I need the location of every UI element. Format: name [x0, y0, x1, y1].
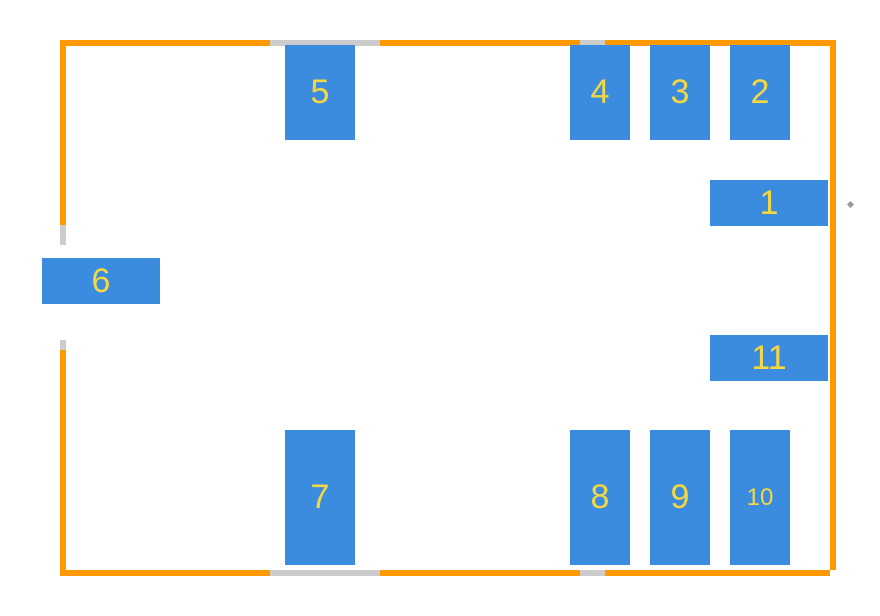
- outline-segment: [60, 40, 270, 46]
- pad-2: 2: [730, 45, 790, 140]
- pad-1: 1: [710, 180, 828, 226]
- pad-8: 8: [570, 430, 630, 565]
- outline-segment: [380, 570, 580, 576]
- pad-label: 4: [591, 73, 610, 112]
- pad-label: 1: [760, 184, 779, 223]
- outline-segment: [60, 40, 66, 225]
- pad-6: 6: [42, 258, 160, 304]
- origin-marker: [847, 201, 854, 208]
- pad-label: 7: [311, 478, 330, 517]
- outline-notch: [580, 570, 605, 576]
- outline-segment: [830, 40, 836, 570]
- outline-segment: [60, 570, 270, 576]
- outline-notch: [60, 340, 66, 350]
- pad-10: 10: [730, 430, 790, 565]
- outline-segment: [380, 40, 580, 46]
- pad-7: 7: [285, 430, 355, 565]
- outline-notch: [60, 225, 66, 245]
- outline-notch: [270, 570, 380, 576]
- footprint-canvas: 1116543278910: [0, 0, 880, 616]
- pad-11: 11: [710, 335, 828, 381]
- pad-label: 2: [751, 73, 770, 112]
- pad-label: 11: [751, 339, 786, 378]
- pad-label: 8: [591, 478, 610, 517]
- pad-label: 10: [747, 484, 774, 512]
- pad-4: 4: [570, 45, 630, 140]
- outline-segment: [605, 40, 830, 46]
- pad-label: 6: [92, 262, 111, 301]
- outline-segment: [605, 570, 830, 576]
- pad-3: 3: [650, 45, 710, 140]
- pad-9: 9: [650, 430, 710, 565]
- outline-segment: [60, 340, 66, 575]
- pad-label: 5: [311, 73, 330, 112]
- pad-5: 5: [285, 45, 355, 140]
- pad-label: 3: [671, 73, 690, 112]
- pad-label: 9: [671, 478, 690, 517]
